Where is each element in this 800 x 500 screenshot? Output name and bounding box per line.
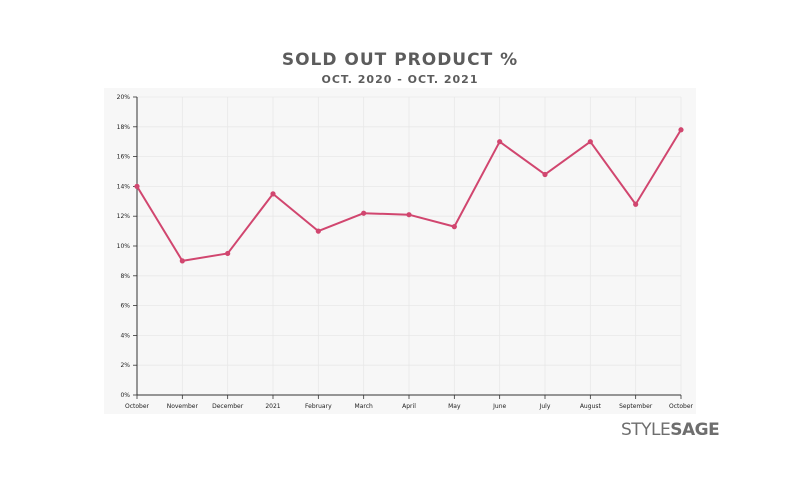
data-point (542, 171, 548, 178)
x-tick-label: April (402, 403, 416, 410)
series-sold-out (134, 127, 684, 264)
x-tick-label: August (580, 403, 602, 410)
data-point (451, 224, 457, 230)
x-tick-label: February (305, 403, 332, 410)
y-axis-ticks: 0% 2% 4% 6% 8% 10% 12% 14% 16% 18% 20% (117, 94, 137, 399)
data-point (678, 127, 684, 133)
x-tick-label: October (669, 403, 694, 410)
x-tick-label: July (539, 403, 551, 410)
x-tick-label: June (492, 403, 506, 410)
chart-title: SOLD OUT PRODUCT % (281, 50, 519, 70)
data-point (633, 201, 639, 207)
y-tick-label: 16% (117, 154, 131, 161)
y-tick-label: 18% (117, 124, 131, 131)
stylesage-logo: STYLESAGE (621, 420, 720, 440)
data-point (225, 250, 231, 257)
data-point (406, 212, 412, 218)
chart-subtitle: OCT. 2020 - OCT. 2021 (321, 73, 479, 86)
data-point (361, 210, 367, 216)
y-tick-label: 8% (120, 273, 130, 280)
y-tick-label: 2% (120, 362, 130, 369)
x-tick-label: October (125, 403, 150, 410)
x-axis-ticks: October November December 2021 February March… (125, 395, 694, 410)
y-tick-label: 0% (120, 392, 130, 399)
data-point (270, 191, 276, 197)
logo-text-style: STYLE (621, 420, 671, 440)
x-tick-label: December (212, 403, 244, 410)
data-point (587, 139, 593, 145)
y-tick-label: 14% (117, 183, 131, 190)
y-tick-label: 10% (117, 243, 131, 250)
y-tick-label: 20% (117, 94, 131, 101)
x-tick-label: 2021 (265, 403, 280, 410)
data-point (134, 183, 140, 189)
data-point (179, 258, 185, 264)
x-tick-label: September (619, 403, 653, 410)
y-tick-label: 6% (120, 303, 130, 310)
data-point (497, 139, 503, 145)
grid-lines (137, 96, 682, 396)
x-tick-label: March (355, 403, 373, 410)
x-tick-label: November (167, 403, 199, 410)
plot-background (104, 88, 696, 414)
y-tick-label: 12% (117, 213, 131, 220)
data-point (315, 228, 321, 234)
y-tick-label: 4% (120, 332, 130, 339)
x-tick-label: May (448, 403, 461, 410)
logo-text-sage: SAGE (670, 420, 720, 440)
